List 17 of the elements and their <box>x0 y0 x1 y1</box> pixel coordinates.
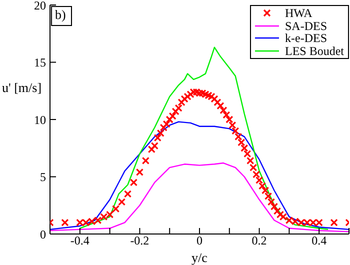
y-tick-label: 20 <box>34 0 46 12</box>
y-tick-label: 10 <box>34 112 46 127</box>
x-tick-label: 0.2 <box>252 234 267 248</box>
x-tick-label: 0 <box>196 234 202 248</box>
x-tick-label: -0.4 <box>70 234 90 248</box>
y-tick-label: 15 <box>34 56 46 70</box>
line-series <box>50 121 349 230</box>
x-tick-label: 0.4 <box>312 234 327 248</box>
legend-label: SA-DES <box>285 18 328 32</box>
legend-label: HWA <box>285 6 312 20</box>
x-axis-title: y/c <box>192 250 208 265</box>
x-tick-label: -0.2 <box>130 234 150 248</box>
legend-label: k-e-DES <box>285 31 327 45</box>
y-tick-label: 5 <box>40 170 46 184</box>
y-axis-title: u' [m/s] <box>2 80 42 96</box>
annotation: b) <box>51 6 72 26</box>
legend-label: LES Boudet <box>285 44 344 58</box>
